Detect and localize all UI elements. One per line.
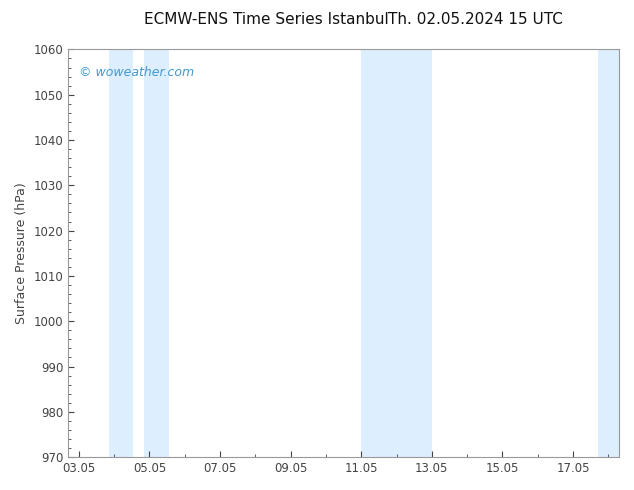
- Bar: [598, 49, 619, 457]
- Text: ECMW-ENS Time Series Istanbul: ECMW-ENS Time Series Istanbul: [144, 12, 389, 27]
- Text: Th. 02.05.2024 15 UTC: Th. 02.05.2024 15 UTC: [388, 12, 563, 27]
- Bar: [361, 49, 432, 457]
- Y-axis label: Surface Pressure (hPa): Surface Pressure (hPa): [15, 182, 28, 324]
- Text: © woweather.com: © woweather.com: [79, 66, 194, 79]
- Bar: [109, 49, 134, 457]
- Bar: [144, 49, 169, 457]
